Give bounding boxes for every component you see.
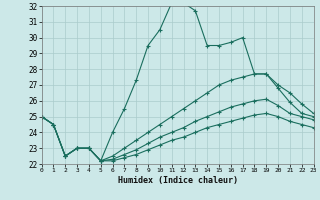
X-axis label: Humidex (Indice chaleur): Humidex (Indice chaleur) [118, 176, 237, 185]
